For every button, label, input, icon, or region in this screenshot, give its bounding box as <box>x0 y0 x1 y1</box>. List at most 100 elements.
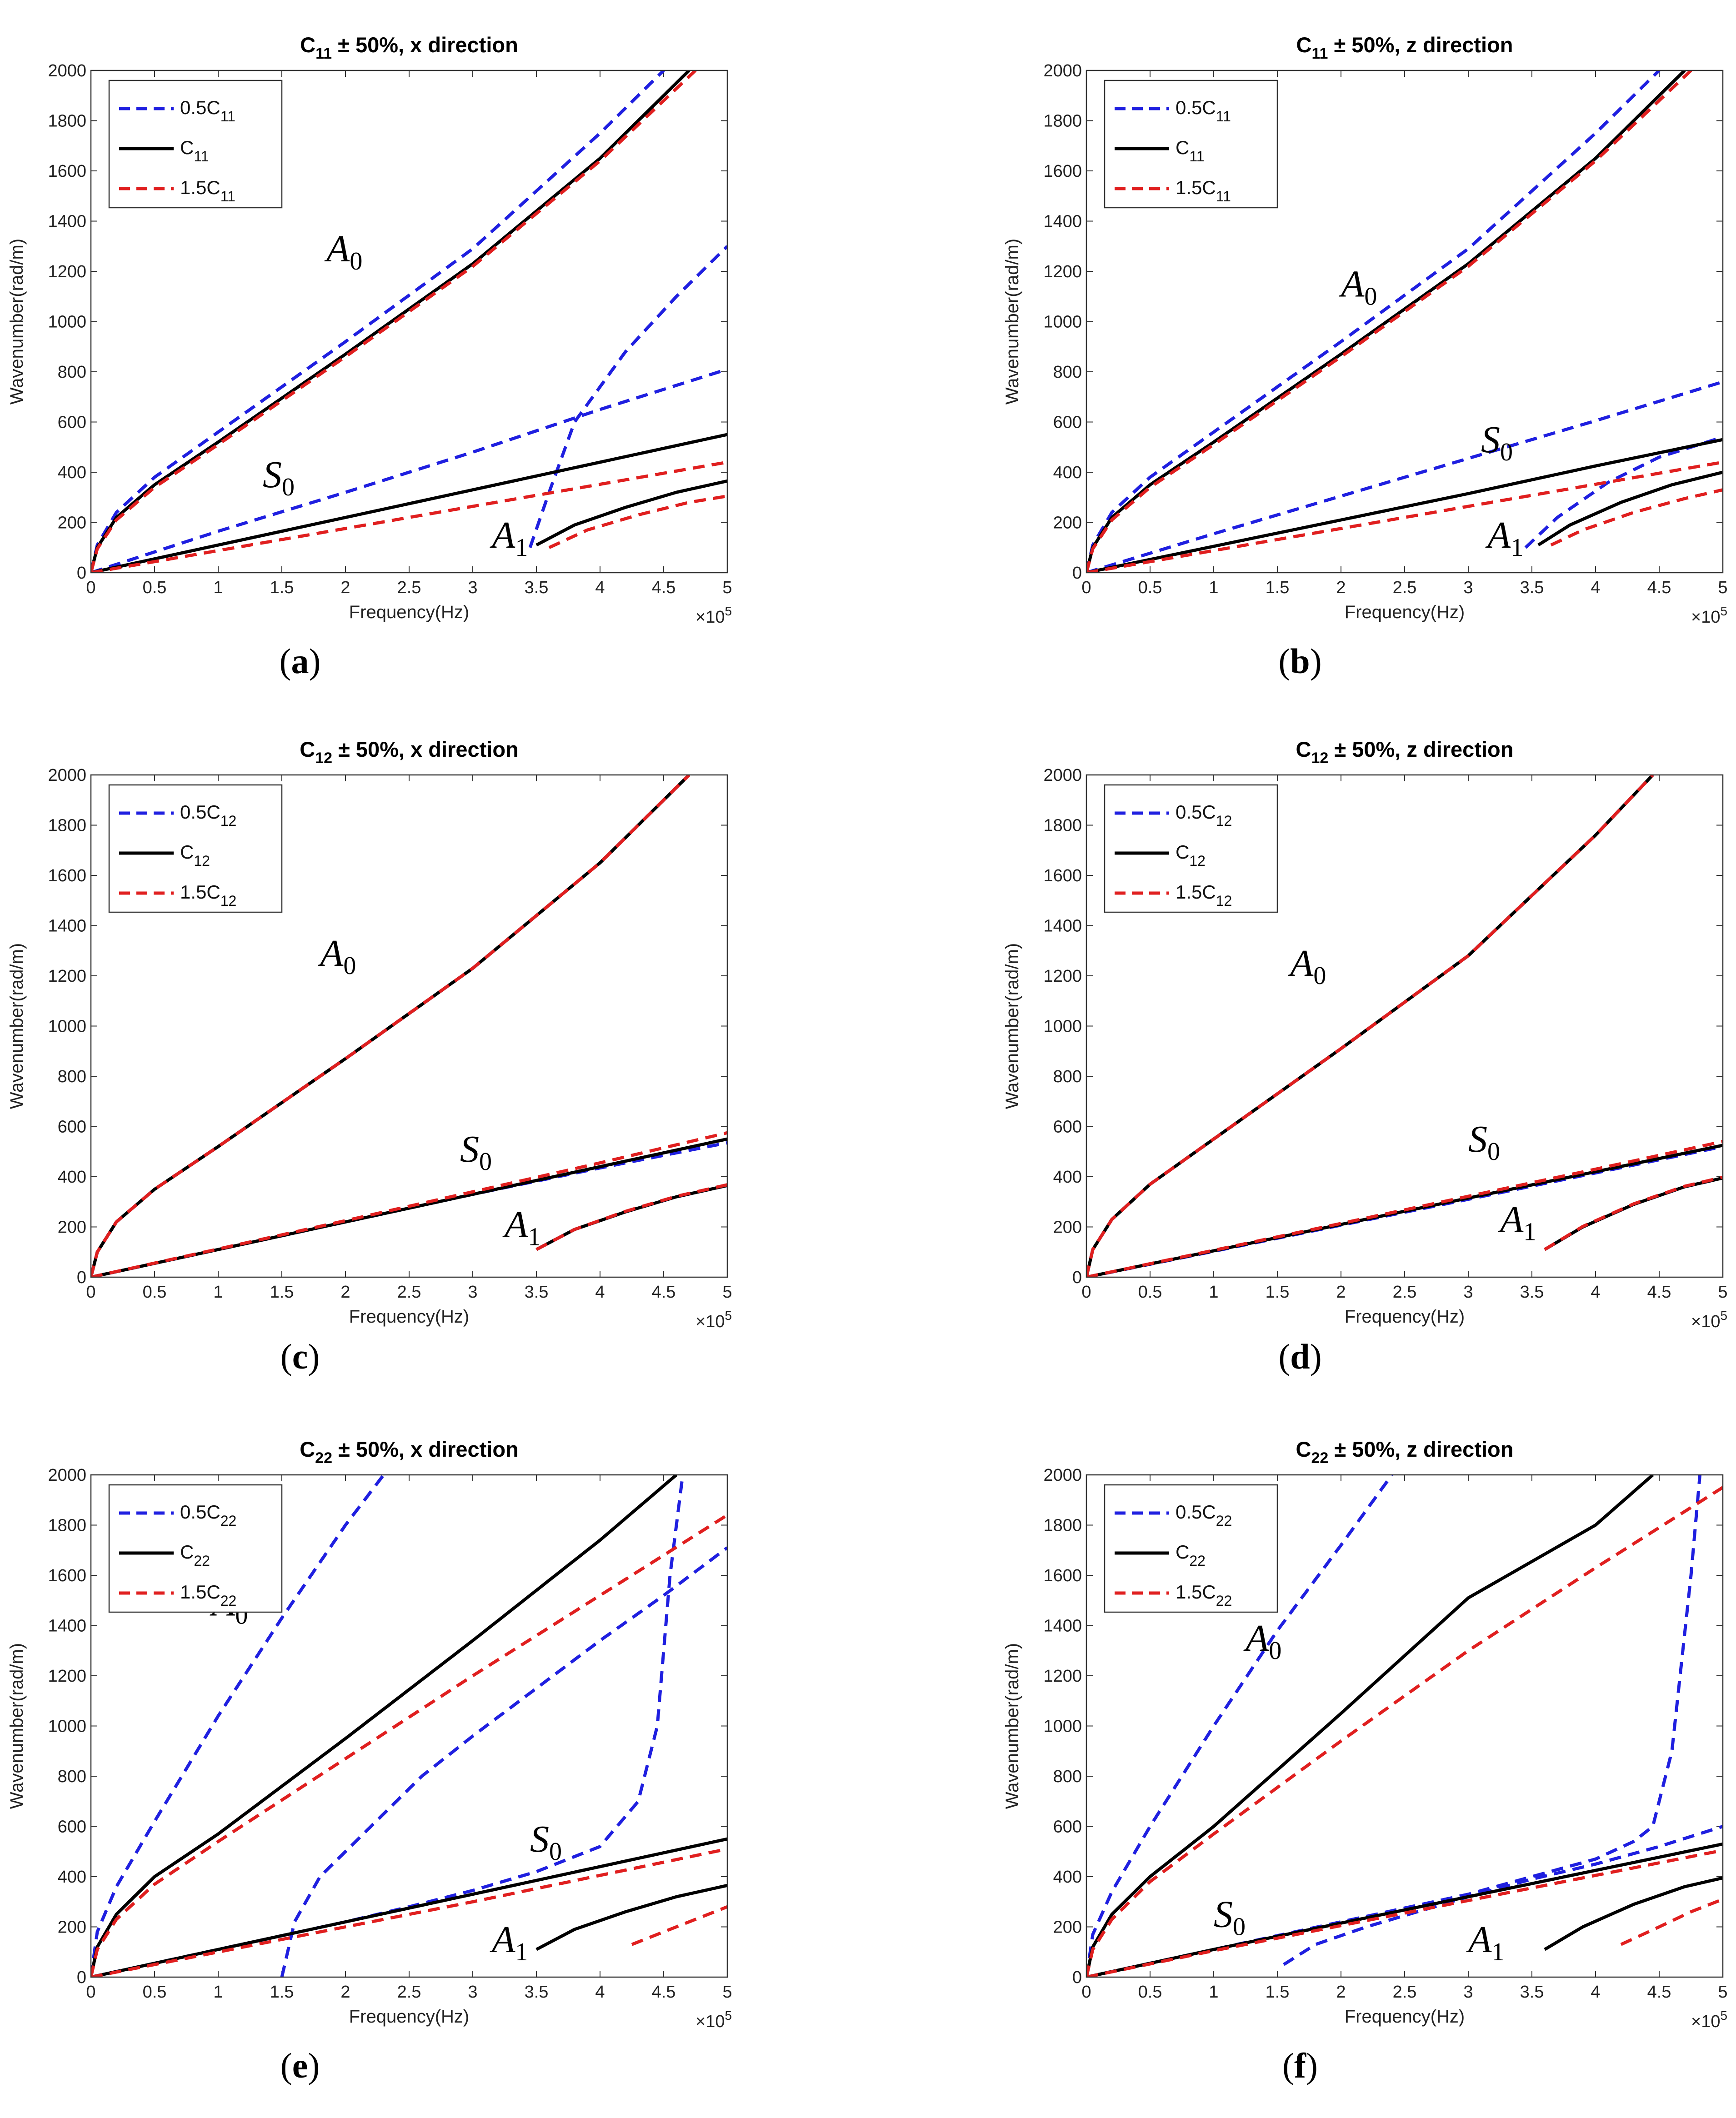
series-C22-A0-line <box>1086 1475 1654 1977</box>
x-axis-label: Frequency(Hz) <box>1345 2007 1465 2027</box>
y-tick-label: 600 <box>58 1818 86 1837</box>
x-tick-label: 5 <box>1718 1983 1727 2002</box>
x-tick-label: 0.5 <box>1138 1983 1162 2002</box>
y-tick-label: 200 <box>1053 514 1082 533</box>
x-tick-label: 0 <box>86 1283 95 1302</box>
x-tick-label: 2.5 <box>397 1983 421 2002</box>
y-tick-label: 1600 <box>48 866 86 885</box>
y-tick-label: 2000 <box>1043 61 1082 80</box>
legend-label-0.5C12: 0.5C12 <box>180 801 236 829</box>
chart-title: C11 ± 50%, z direction <box>1296 33 1513 62</box>
x-tick-label: 1.5 <box>270 1283 294 1302</box>
y-tick-label: 400 <box>1053 1168 1082 1187</box>
y-tick-label: 2000 <box>48 61 86 80</box>
mode-label-A1: A1 <box>1498 1199 1536 1246</box>
x-tick-label: 1.5 <box>270 578 294 597</box>
series-C22-S0-line <box>91 1837 727 1977</box>
y-tick-label: 1600 <box>1043 162 1082 181</box>
series-0.5C11-A0-line <box>1086 70 1661 573</box>
legend-label-1.5C22: 1.5C22 <box>1176 1581 1232 1609</box>
panel-caption-e: (e) <box>280 2046 320 2085</box>
legend-label-C22: C22 <box>180 1541 210 1569</box>
x-tick-label: 4.5 <box>652 1283 676 1302</box>
x-tick-label: 2 <box>1336 1283 1346 1302</box>
panel-caption-letter: f <box>1294 2046 1306 2085</box>
y-tick-label: 600 <box>1053 1118 1082 1137</box>
y-tick-label: 1000 <box>1043 1717 1082 1736</box>
mode-label-A1: A1 <box>490 514 528 562</box>
y-tick-label: 400 <box>58 1868 86 1887</box>
x-tick-label: 4 <box>595 578 605 597</box>
y-tick-label: 1400 <box>48 212 86 231</box>
series-0.5C11-S0-line <box>1086 380 1723 573</box>
chart-panel-a: C11 ± 50%, x direction 0 200 400 600 800 1000 1… <box>7 33 732 627</box>
mode-label-S0: S0 <box>530 1818 562 1866</box>
legend-box <box>1104 80 1278 209</box>
series-1.5C22-A1-line <box>1620 1898 1723 1946</box>
y-tick-label: 800 <box>58 363 86 382</box>
y-tick-label: 800 <box>58 1767 86 1786</box>
panel-caption-letter: c <box>292 1337 308 1376</box>
x-tick-label: 1 <box>1209 1983 1218 2002</box>
y-tick-label: 1200 <box>48 967 86 986</box>
y-tick-label: 600 <box>1053 413 1082 432</box>
series-1.5C11-S0-line <box>1086 460 1723 573</box>
legend-label-C12: C12 <box>180 841 210 869</box>
y-tick-label: 2000 <box>1043 1466 1082 1485</box>
y-axis-label: Wavenumber(rad/m) <box>7 239 27 405</box>
y-tick-label: 1000 <box>48 1017 86 1036</box>
legend-label-1.5C12: 1.5C12 <box>1176 881 1232 909</box>
y-tick-label: 1800 <box>48 1516 86 1535</box>
y-axis-label: Wavenumber(rad/m) <box>1002 943 1022 1109</box>
mode-label-A0: A0 <box>1339 263 1377 310</box>
legend-label-1.5C11: 1.5C11 <box>1176 177 1231 205</box>
legend: 0.5C11 C11 1.5C11 <box>108 80 283 209</box>
legend-box <box>108 80 283 209</box>
y-tick-label: 0 <box>77 564 86 583</box>
y-axis-label: Wavenumber(rad/m) <box>7 1643 27 1809</box>
y-tick-label: 0 <box>1072 564 1082 583</box>
legend-label-1.5C12: 1.5C12 <box>180 881 236 909</box>
x-tick-label: 2 <box>340 1983 350 2002</box>
y-tick-label: 1000 <box>1043 313 1082 332</box>
x-tick-label: 5 <box>722 1283 732 1302</box>
y-tick-label: 1600 <box>48 1566 86 1585</box>
y-tick-label: 1400 <box>1043 917 1082 936</box>
legend: 0.5C12 C12 1.5C12 <box>1104 784 1278 913</box>
series-0.5C11-A1-line <box>528 245 727 548</box>
x-tick-label: 3 <box>468 1283 477 1302</box>
series-1.5C22-S0-line <box>91 1847 727 1977</box>
plot-frame <box>1086 70 1724 574</box>
plot-frame <box>90 70 728 574</box>
plot-frame <box>1086 1474 1724 1978</box>
y-tick-label: 200 <box>1053 1918 1082 1937</box>
panel-caption-b: (b) <box>1278 641 1322 681</box>
x-tick-label: 0.5 <box>143 1283 167 1302</box>
y-tick-label: 2000 <box>1043 766 1082 785</box>
y-axis-label: Wavenumber(rad/m) <box>1002 239 1022 405</box>
y-tick-label: 800 <box>1053 363 1082 382</box>
x-axis-multiplier: ×105 <box>695 2008 732 2031</box>
mode-label-S0: S0 <box>263 454 295 501</box>
panel-caption-letter: e <box>292 2046 308 2085</box>
series-0.5C11-A0-line <box>91 70 665 573</box>
series-group <box>1086 775 1723 1277</box>
y-tick-label: 800 <box>58 1067 86 1086</box>
x-tick-label: 4.5 <box>1647 1983 1671 2002</box>
legend-label-C22: C22 <box>1176 1541 1206 1569</box>
y-tick-label: 0 <box>1072 1268 1082 1287</box>
x-tick-label: 5 <box>1718 578 1727 597</box>
x-tick-label: 3 <box>468 578 477 597</box>
x-tick-label: 0 <box>1081 578 1091 597</box>
x-tick-label: 5 <box>722 1983 732 2002</box>
panel-caption-letter: a <box>291 641 309 681</box>
x-tick-label: 4 <box>1591 1283 1600 1302</box>
x-tick-label: 1 <box>1209 578 1218 597</box>
series-C12-A0-line <box>91 775 690 1277</box>
x-tick-label: 4 <box>595 1983 605 2002</box>
legend-label-C12: C12 <box>1176 841 1206 869</box>
x-tick-label: 2 <box>1336 1983 1346 2002</box>
x-tick-label: 3.5 <box>1520 1983 1544 2002</box>
legend: 0.5C22 C22 1.5C22 <box>108 1484 283 1613</box>
y-tick-label: 400 <box>58 1168 86 1187</box>
